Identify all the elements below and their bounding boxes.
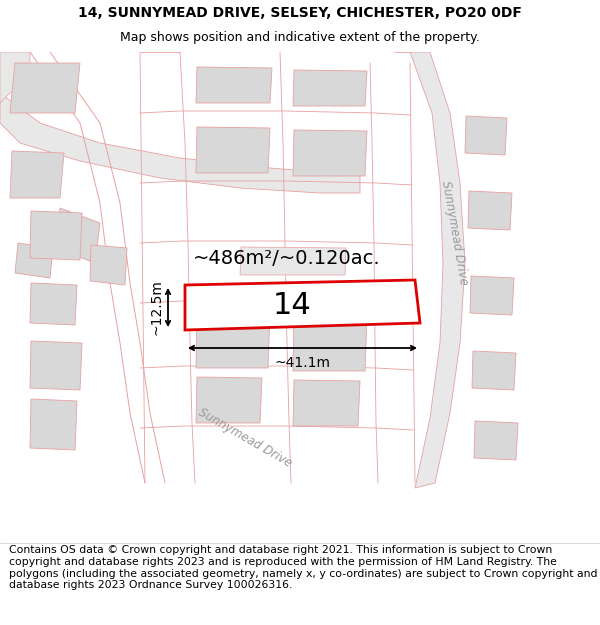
Text: 14, SUNNYMEAD DRIVE, SELSEY, CHICHESTER, PO20 0DF: 14, SUNNYMEAD DRIVE, SELSEY, CHICHESTER,… — [78, 6, 522, 20]
Text: Contains OS data © Crown copyright and database right 2021. This information is : Contains OS data © Crown copyright and d… — [9, 546, 598, 590]
Polygon shape — [30, 211, 82, 260]
Text: ~41.1m: ~41.1m — [275, 356, 331, 370]
Polygon shape — [293, 70, 367, 106]
Polygon shape — [465, 116, 507, 155]
Polygon shape — [15, 243, 53, 278]
Polygon shape — [472, 351, 516, 390]
Polygon shape — [0, 52, 30, 103]
Polygon shape — [90, 245, 127, 285]
Polygon shape — [293, 380, 360, 426]
Text: Map shows position and indicative extent of the property.: Map shows position and indicative extent… — [120, 31, 480, 44]
Polygon shape — [30, 399, 77, 450]
Polygon shape — [240, 247, 346, 275]
Polygon shape — [196, 127, 270, 173]
Polygon shape — [470, 276, 514, 315]
Polygon shape — [196, 310, 270, 368]
Text: Sunnymead Drive: Sunnymead Drive — [439, 180, 470, 286]
Polygon shape — [10, 63, 80, 113]
Polygon shape — [196, 67, 272, 103]
Polygon shape — [30, 283, 77, 325]
Text: ~486m²/~0.120ac.: ~486m²/~0.120ac. — [193, 249, 380, 268]
Polygon shape — [185, 280, 420, 330]
Polygon shape — [395, 52, 465, 488]
Polygon shape — [293, 314, 367, 371]
Polygon shape — [55, 208, 100, 263]
Text: Sunnymead Drive: Sunnymead Drive — [196, 406, 294, 470]
Polygon shape — [474, 421, 518, 460]
Text: 14: 14 — [273, 291, 312, 319]
Text: ~12.5m: ~12.5m — [149, 279, 163, 336]
Polygon shape — [293, 130, 367, 176]
Polygon shape — [468, 191, 512, 230]
Polygon shape — [30, 341, 82, 390]
Polygon shape — [196, 377, 262, 423]
Polygon shape — [0, 52, 360, 193]
Polygon shape — [10, 151, 64, 198]
